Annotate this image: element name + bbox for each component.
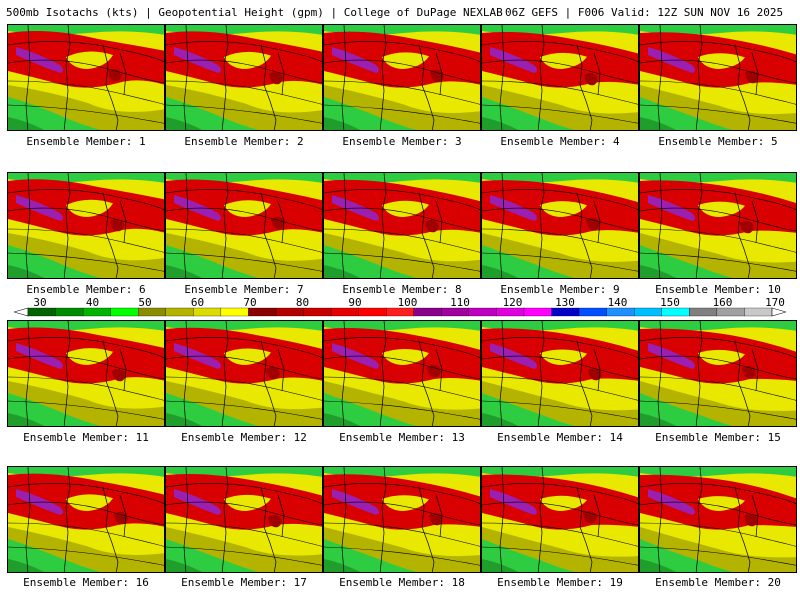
ensemble-label-4: Ensemble Member: 4 [500,135,620,148]
ensemble-label-17: Ensemble Member: 17 [181,576,307,589]
ensemble-map-4 [481,24,639,131]
header-title: 500mb Isotachs (kts) | Geopotential Heig… [6,6,503,19]
colorbar [14,307,786,317]
ensemble-map-14 [481,320,639,427]
colorbar-tick-130: 130 [555,296,575,309]
ensemble-map-9 [481,172,639,279]
colorbar-tick-30: 30 [33,296,47,309]
ensemble-label-10: Ensemble Member: 10 [655,283,781,296]
ensemble-label-14: Ensemble Member: 14 [497,431,623,444]
ensemble-label-20: Ensemble Member: 20 [655,576,781,589]
ensemble-map-16 [7,466,165,573]
colorbar-tick-70: 70 [243,296,257,309]
ensemble-label-15: Ensemble Member: 15 [655,431,781,444]
ensemble-map-19 [481,466,639,573]
ensemble-map-20 [639,466,797,573]
colorbar-tick-60: 60 [190,296,205,309]
ensemble-label-6: Ensemble Member: 6 [26,283,146,296]
ensemble-map-13 [323,320,481,427]
colorbar-tick-160: 160 [712,296,733,309]
colorbar-tick-50: 50 [138,296,152,309]
ensemble-label-12: Ensemble Member: 12 [181,431,307,444]
ensemble-map-18 [323,466,481,573]
ensemble-map-1 [7,24,165,131]
header: 500mb Isotachs (kts) | Geopotential Heig… [0,0,800,22]
colorbar-tick-140: 140 [607,296,628,309]
colorbar-tick-80: 80 [295,296,310,309]
ensemble-map-6 [7,172,165,279]
ensemble-label-2: Ensemble Member: 2 [184,135,304,148]
ensemble-map-7 [165,172,323,279]
ensemble-map-17 [165,466,323,573]
ensemble-label-8: Ensemble Member: 8 [342,283,462,296]
colorbar-tick-90: 90 [348,296,362,309]
ensemble-label-9: Ensemble Member: 9 [500,283,620,296]
colorbar-tick-100: 100 [397,296,418,309]
ensemble-label-13: Ensemble Member: 13 [339,431,465,444]
ensemble-label-1: Ensemble Member: 1 [26,135,146,148]
ensemble-map-3 [323,24,481,131]
ensemble-label-11: Ensemble Member: 11 [23,431,149,444]
colorbar-tick-110: 110 [450,296,470,309]
ensemble-label-16: Ensemble Member: 16 [23,576,149,589]
header-run-info: 06Z GEFS | F006 Valid: 12Z SUN NOV 16 20… [505,6,784,19]
ensemble-label-19: Ensemble Member: 19 [497,576,623,589]
colorbar-tick-40: 40 [85,296,100,309]
ensemble-label-7: Ensemble Member: 7 [184,283,304,296]
ensemble-map-10 [639,172,797,279]
colorbar-tick-120: 120 [502,296,523,309]
ensemble-map-8 [323,172,481,279]
ensemble-map-11 [7,320,165,427]
ensemble-label-3: Ensemble Member: 3 [342,135,462,148]
ensemble-map-12 [165,320,323,427]
ensemble-label-5: Ensemble Member: 5 [658,135,778,148]
colorbar-tick-170: 170 [765,296,785,309]
ensemble-label-18: Ensemble Member: 18 [339,576,465,589]
ensemble-map-15 [639,320,797,427]
ensemble-map-2 [165,24,323,131]
ensemble-map-5 [639,24,797,131]
colorbar-tick-150: 150 [660,296,680,309]
